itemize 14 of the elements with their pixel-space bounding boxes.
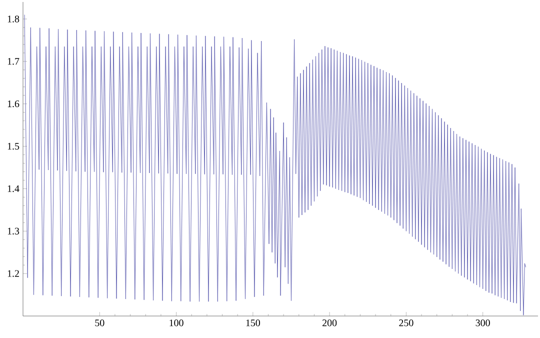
x-tick-label: 200 [322, 320, 337, 326]
y-tick-label: 1.6 [8, 100, 20, 108]
x-tick-label: 150 [246, 320, 260, 326]
x-tick-label: 50 [95, 320, 104, 326]
y-tick-label: 1.5 [8, 142, 20, 150]
x-tick-label: 250 [399, 320, 414, 326]
y-tick-label: 1.8 [8, 16, 20, 22]
x-tick-label: 100 [170, 320, 184, 326]
y-tick-label: 1.4 [8, 185, 20, 192]
line-series [24, 14, 526, 316]
y-tick-label: 1.7 [8, 58, 20, 65]
y-tick-label: 1.2 [8, 270, 19, 277]
x-tick-label: 300 [476, 320, 490, 326]
y-tick-label: 1.3 [8, 228, 20, 235]
